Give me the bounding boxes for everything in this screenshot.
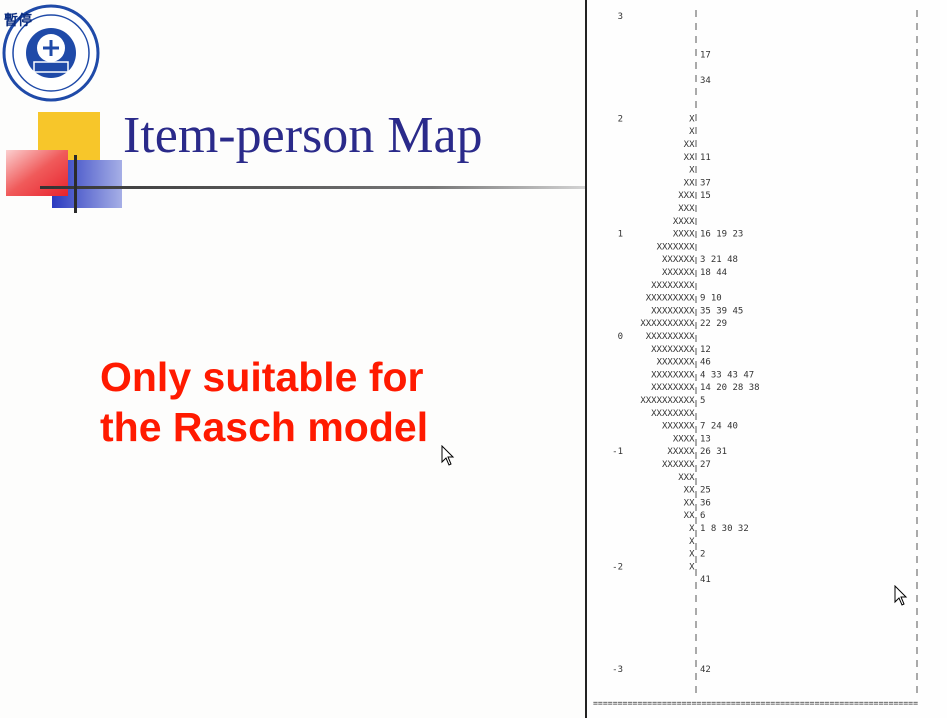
arrow-cursor-icon — [441, 445, 455, 466]
map-item-labels: 1 8 30 32 — [700, 524, 749, 534]
map-measure-label: 3 — [618, 12, 623, 22]
map-item-labels: 4 33 43 47 — [700, 370, 754, 380]
map-item-labels: 27 — [700, 460, 711, 470]
map-measure-label: 2 — [618, 114, 623, 124]
map-person-marks: XXXXXXXX — [651, 345, 695, 355]
map-item-labels: 3 21 48 — [700, 255, 738, 265]
map-item-labels: 41 — [700, 575, 711, 585]
map-person-marks: X — [689, 166, 695, 176]
map-item-labels: 7 24 40 — [700, 422, 738, 432]
map-bottom-rule: ========================================… — [593, 699, 919, 709]
map-person-marks: XXX — [678, 473, 695, 483]
map-item-labels: 46 — [700, 358, 711, 368]
map-person-marks: X — [689, 524, 695, 534]
map-person-marks: XXXXXXXX — [651, 370, 695, 380]
map-person-marks: XXXXXXX — [657, 242, 696, 252]
map-item-labels: 22 29 — [700, 319, 727, 329]
arrow-cursor-icon — [894, 585, 908, 606]
map-person-marks: XXXXXX — [662, 268, 695, 278]
map-measure-label: -1 — [612, 447, 623, 457]
map-measure-label: -3 — [612, 665, 623, 675]
paused-label: 暫停 — [4, 13, 32, 29]
map-item-labels: 6 — [700, 511, 705, 521]
item-person-map-panel — [585, 0, 947, 718]
map-item-labels: 15 — [700, 191, 711, 201]
map-person-marks: XX — [684, 178, 695, 188]
map-item-labels: 26 31 — [700, 447, 727, 457]
map-person-marks: XXXXXXXXXX — [640, 319, 695, 329]
map-item-labels: 18 44 — [700, 268, 727, 278]
map-item-labels: 42 — [700, 665, 711, 675]
map-person-marks: XXXXXXXXX — [646, 294, 695, 304]
map-person-marks: X — [689, 537, 695, 547]
map-person-marks: XXXXXXXXX — [646, 332, 695, 342]
map-item-labels: 25 — [700, 486, 711, 496]
map-person-marks: XXXXXXX — [657, 358, 696, 368]
map-item-labels: 12 — [700, 345, 711, 355]
map-person-marks: XXX — [678, 204, 695, 214]
map-measure-label: 1 — [618, 230, 623, 240]
map-person-marks: XXXXXXXXXX — [640, 396, 695, 406]
map-person-marks: X — [689, 550, 695, 560]
map-item-labels: 11 — [700, 153, 711, 163]
map-person-marks: XXXXXX — [662, 460, 695, 470]
map-person-marks: XXXXXXXX — [651, 409, 695, 419]
map-item-labels: 36 — [700, 498, 711, 508]
map-item-labels: 16 19 23 — [700, 230, 743, 240]
title-decoration — [6, 112, 600, 213]
map-item-labels: 14 20 28 38 — [700, 383, 760, 393]
map-person-marks: X — [689, 562, 695, 572]
map-person-marks: XXXXX — [667, 447, 695, 457]
map-person-marks: XXXXXXXX — [651, 383, 695, 393]
panel-border — [585, 0, 587, 718]
map-person-marks: XX — [684, 498, 695, 508]
map-item-labels: 13 — [700, 434, 711, 444]
university-seal-icon — [2, 4, 100, 102]
map-person-marks: XX — [684, 153, 695, 163]
map-person-marks: XXX — [678, 191, 695, 201]
map-person-marks: XX — [684, 140, 695, 150]
message-line-2: the Rasch model — [100, 404, 429, 450]
map-person-marks: XX — [684, 511, 695, 521]
map-person-marks: XXXXXXXX — [651, 281, 695, 291]
map-person-marks: XXXX — [673, 230, 695, 240]
map-item-labels: 2 — [700, 550, 705, 560]
map-item-labels: 37 — [700, 178, 711, 188]
map-person-marks: XXXX — [673, 217, 695, 227]
map-item-labels: 5 — [700, 396, 705, 406]
map-person-marks: X — [689, 114, 695, 124]
map-person-marks: X — [689, 127, 695, 137]
slide-title: Item-person Map — [123, 107, 483, 164]
map-person-marks: XXXXXXXX — [651, 306, 695, 316]
message-line-1: Only suitable for — [100, 354, 424, 400]
map-item-labels: 35 39 45 — [700, 306, 743, 316]
map-person-marks: XXXX — [673, 434, 695, 444]
map-item-labels: 34 — [700, 76, 711, 86]
map-person-marks: XXXXXX — [662, 422, 695, 432]
map-person-marks: XXXXXX — [662, 255, 695, 265]
map-person-marks: XX — [684, 486, 695, 496]
map-measure-label: -2 — [612, 562, 623, 572]
map-item-labels: 17 — [700, 50, 711, 60]
slide-message: Only suitable for the Rasch model — [100, 352, 428, 452]
map-measure-label: 0 — [618, 332, 623, 342]
map-item-labels: 9 10 — [700, 294, 722, 304]
